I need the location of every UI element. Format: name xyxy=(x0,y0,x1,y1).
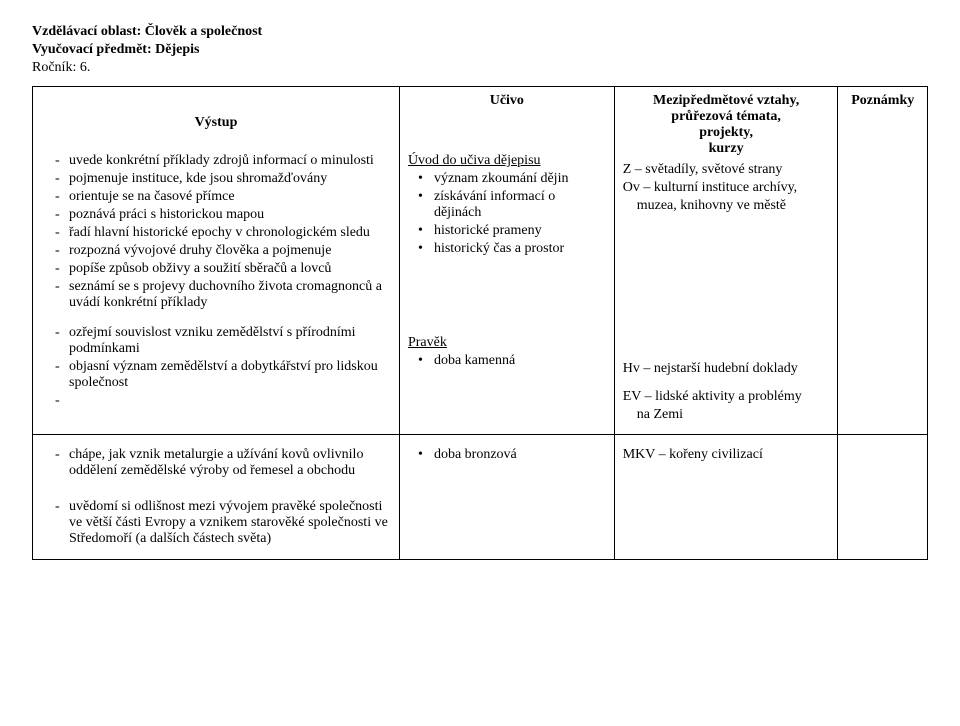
mezi-block-1: Z – světadíly, světové strany Ov – kultu… xyxy=(623,161,830,216)
table-row: Výstup uvede konkrétní příklady zdrojů i… xyxy=(33,87,928,435)
curriculum-table: Výstup uvede konkrétní příklady zdrojů i… xyxy=(32,86,928,560)
cell-poznamky-2 xyxy=(838,435,928,560)
mezi-line: Ov – kulturní instituce archívy, xyxy=(623,179,830,197)
cell-vystup-2: chápe, jak vznik metalurgie a užívání ko… xyxy=(33,435,400,560)
table-row: chápe, jak vznik metalurgie a užívání ko… xyxy=(33,435,928,560)
cell-mezi-1: Mezipředmětové vztahy, průřezová témata,… xyxy=(614,87,838,435)
vystup-list-2a: chápe, jak vznik metalurgie a užívání ko… xyxy=(41,447,391,479)
grade-line: Ročník: 6. xyxy=(32,60,928,76)
list-item: popíše způsob obživy a soužití sběračů a… xyxy=(55,261,391,277)
cell-ucivo-1: Učivo Úvod do učiva dějepisu význam zkou… xyxy=(399,87,614,435)
vystup-list-2b: uvědomí si odlišnost mezi vývojem pravěk… xyxy=(41,499,391,547)
cell-ucivo-2: doba bronzová xyxy=(399,435,614,560)
col-head-mezi: Mezipředmětové vztahy, průřezová témata,… xyxy=(623,93,830,157)
list-item: objasní význam zemědělství a dobytkářstv… xyxy=(55,359,391,391)
list-item: rozpozná vývojové druhy člověka a pojmen… xyxy=(55,243,391,259)
list-item: doba bronzová xyxy=(416,447,606,463)
header-subject: Vyučovací předmět: Dějepis xyxy=(32,42,928,58)
ucivo-pravek-list: doba kamenná xyxy=(408,353,606,369)
list-item: orientuje se na časové přímce xyxy=(55,189,391,205)
mezi-line: MKV – kořeny civilizací xyxy=(623,447,830,463)
list-item: pojmenuje instituce, kde jsou shromažďov… xyxy=(55,171,391,187)
ucivo-uvod-list: význam zkoumání dějin získávání informac… xyxy=(408,171,606,257)
vystup-list-1b: ozřejmí souvislost vzniku zemědělství s … xyxy=(41,325,391,391)
list-item: význam zkoumání dějin xyxy=(416,171,606,187)
mezi-line: na Zemi xyxy=(623,406,830,424)
cell-mezi-2: MKV – kořeny civilizací xyxy=(614,435,838,560)
list-item: seznámí se s projevy duchovního života c… xyxy=(55,279,391,311)
list-item: ozřejmí souvislost vzniku zemědělství s … xyxy=(55,325,391,357)
list-item: uvede konkrétní příklady zdrojů informac… xyxy=(55,153,391,169)
list-item: historický čas a prostor xyxy=(416,241,606,257)
mezi-line: muzea, knihovny ve městě xyxy=(623,197,830,215)
list-item: poznává práci s historickou mapou xyxy=(55,207,391,223)
cell-poznamky-1: Poznámky xyxy=(838,87,928,435)
list-item: získávání informací o dějinách xyxy=(416,189,606,221)
list-item: uvědomí si odlišnost mezi vývojem pravěk… xyxy=(55,499,391,547)
mezi-line: Hv – nejstarší hudební doklady xyxy=(623,360,830,378)
ucivo-list-2: doba bronzová xyxy=(408,447,606,463)
list-item: chápe, jak vznik metalurgie a užívání ko… xyxy=(55,447,391,479)
list-item: řadí hlavní historické epochy v chronolo… xyxy=(55,225,391,241)
mezi-block-2: Hv – nejstarší hudební doklady EV – lids… xyxy=(623,360,830,425)
list-item: historické prameny xyxy=(416,223,606,239)
subject-value: Dějepis xyxy=(155,42,199,57)
cell-vystup-1: Výstup uvede konkrétní příklady zdrojů i… xyxy=(33,87,400,435)
vystup-list-1a: uvede konkrétní příklady zdrojů informac… xyxy=(41,153,391,311)
col-head-vystup: Výstup xyxy=(41,93,391,153)
ucivo-pravek-title: Pravěk xyxy=(408,335,606,351)
col-head-poznamky: Poznámky xyxy=(846,93,919,109)
area-value: Člověk a společnost xyxy=(145,24,262,39)
list-item: doba kamenná xyxy=(416,353,606,369)
mezi-line: EV – lidské aktivity a problémy xyxy=(623,388,830,406)
header-area: Vzdělávací oblast: Člověk a společnost xyxy=(32,24,928,40)
mezi-line: Z – světadíly, světové strany xyxy=(623,161,830,179)
area-label: Vzdělávací oblast: xyxy=(32,24,141,39)
subject-label: Vyučovací předmět: xyxy=(32,42,152,57)
col-head-ucivo: Učivo xyxy=(408,93,606,109)
ucivo-uvod-title: Úvod do učiva dějepisu xyxy=(408,153,606,169)
